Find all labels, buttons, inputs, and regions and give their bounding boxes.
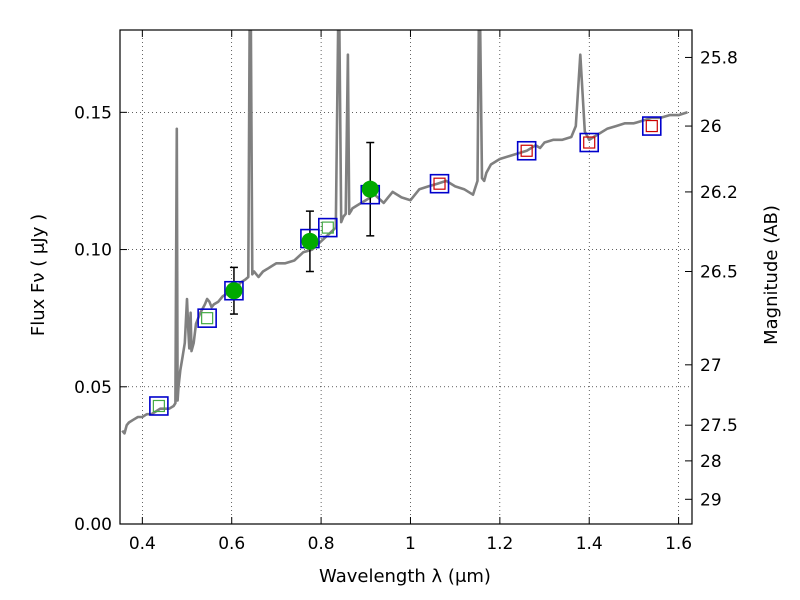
y2-tick-label: 26.2	[700, 183, 738, 203]
axis-ticks: 0.4 0.6 0.8 1 1.2 1.4 1.6 0.00 0.05 0.10 0.15 25.8 2…	[74, 30, 738, 554]
y-tick-label: 0.10	[74, 241, 112, 261]
plot-frame	[119, 29, 693, 525]
spectrum-line	[121, 30, 688, 435]
inner-square	[433, 177, 446, 190]
y2-tick-label: 26	[700, 117, 722, 137]
grid-lines	[120, 30, 692, 524]
y2-tick-label: 27.5	[700, 416, 738, 436]
y2-tick-label: 26.5	[700, 263, 738, 283]
y2-tick-label: 27	[700, 356, 722, 376]
x-tick-label: 1.2	[486, 534, 513, 554]
photometry-square	[641, 116, 662, 136]
photometry-square	[429, 173, 450, 194]
inner-square	[201, 312, 214, 325]
y-tick-label: 0.15	[74, 103, 112, 123]
observed-point	[225, 282, 243, 300]
inner-square	[321, 221, 334, 234]
inner-square	[520, 144, 533, 157]
inner-square	[152, 399, 165, 413]
x-tick-label: 1	[405, 534, 416, 554]
photometry-square	[516, 140, 537, 161]
photometry-square	[579, 132, 600, 153]
x-axis-label: Wavelength λ (μm)	[319, 566, 491, 587]
observed-point	[301, 232, 319, 250]
observed-point	[361, 180, 379, 198]
y2-tick-label: 25.8	[700, 48, 738, 68]
y-tick-label: 0.00	[74, 515, 112, 535]
x-tick-label: 1.4	[576, 534, 603, 554]
y-axis-label: Flux Fν ( μJy )	[28, 214, 49, 336]
y2-tick-label: 29	[700, 490, 722, 510]
x-tick-label: 0.8	[308, 534, 335, 554]
photometry-square	[149, 396, 169, 416]
x-tick-label: 0.4	[129, 534, 156, 554]
inner-square	[645, 119, 658, 133]
y-tick-label: 0.05	[74, 378, 112, 398]
inner-square	[583, 136, 596, 149]
x-tick-label: 1.6	[665, 534, 692, 554]
plot-area	[121, 30, 688, 435]
x-tick-label: 0.6	[218, 534, 245, 554]
photometry-square	[224, 280, 244, 301]
photometry-square	[197, 308, 217, 328]
y2-axis-label: Magnitude (AB)	[761, 205, 782, 345]
y2-tick-label: 28	[700, 452, 722, 472]
photometry-square	[317, 217, 338, 238]
